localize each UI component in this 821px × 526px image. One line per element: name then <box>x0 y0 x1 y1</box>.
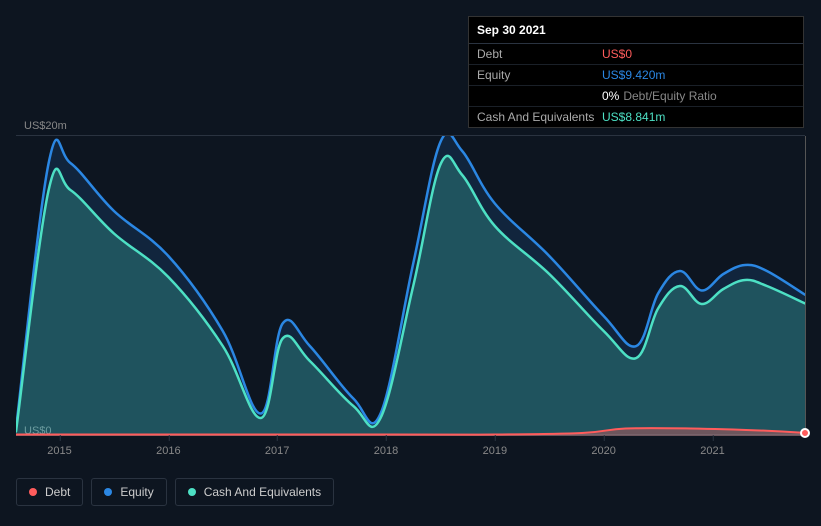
x-tick: 2017 <box>265 445 289 457</box>
x-axis: 2015 2016 2017 2018 2019 2020 2021 <box>16 445 805 465</box>
tooltip-value: 0%Debt/Equity Ratio <box>602 89 717 103</box>
legend-item-cash-and-equivalents[interactable]: Cash And Equivalents <box>175 478 334 506</box>
tooltip-value: US$0 <box>602 47 632 61</box>
legend: Debt Equity Cash And Equivalents <box>16 478 334 506</box>
tooltip-label: Cash And Equivalents <box>477 110 602 124</box>
hover-marker-line <box>805 136 806 434</box>
tooltip-row: 0%Debt/Equity Ratio <box>469 86 803 107</box>
chart-area: US$20m US$0 <box>16 120 805 440</box>
tooltip-value: US$9.420m <box>602 68 665 82</box>
hover-marker-dot <box>800 428 810 438</box>
tooltip-label <box>477 89 602 103</box>
legend-dot-icon <box>29 488 37 496</box>
x-tick: 2018 <box>374 445 398 457</box>
legend-item-equity[interactable]: Equity <box>91 478 166 506</box>
x-tick: 2015 <box>47 445 71 457</box>
tooltip-row: DebtUS$0 <box>469 44 803 65</box>
legend-label: Cash And Equivalents <box>204 485 321 499</box>
legend-label: Equity <box>120 485 153 499</box>
legend-dot-icon <box>104 488 112 496</box>
x-tick: 2016 <box>156 445 180 457</box>
x-tick: 2021 <box>700 445 724 457</box>
legend-item-debt[interactable]: Debt <box>16 478 83 506</box>
tooltip-value: US$8.841m <box>602 110 665 124</box>
plot-region[interactable] <box>16 135 805 435</box>
x-tick: 2020 <box>591 445 615 457</box>
tooltip-row: EquityUS$9.420m <box>469 65 803 86</box>
tooltip-label: Equity <box>477 68 602 82</box>
legend-label: Debt <box>45 485 70 499</box>
chart-tooltip: Sep 30 2021 DebtUS$0EquityUS$9.420m0%Deb… <box>468 16 804 128</box>
legend-dot-icon <box>188 488 196 496</box>
tooltip-row: Cash And EquivalentsUS$8.841m <box>469 107 803 127</box>
tooltip-label: Debt <box>477 47 602 61</box>
tooltip-date: Sep 30 2021 <box>469 17 803 44</box>
y-axis-label-max: US$20m <box>24 120 67 132</box>
x-tick: 2019 <box>483 445 507 457</box>
